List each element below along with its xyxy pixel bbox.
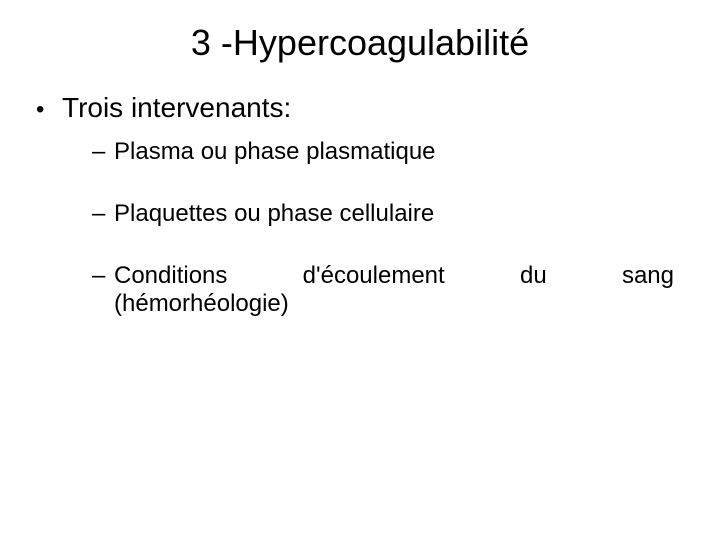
dash-icon: –: [92, 262, 114, 290]
slide-content: • Trois intervenants: – Plasma ou phase …: [0, 92, 720, 318]
list-item: – Plaquettes ou phase cellulaire: [92, 200, 674, 228]
sub-bullets: – Plasma ou phase plasmatique – Plaquett…: [36, 138, 684, 318]
item-text: Plasma ou phase plasmatique: [114, 138, 674, 166]
slide-title: 3 -Hypercoagulabilité: [0, 0, 720, 92]
slide: 3 -Hypercoagulabilité • Trois intervenan…: [0, 0, 720, 540]
dash-icon: –: [92, 200, 114, 228]
bullet-heading: • Trois intervenants:: [36, 92, 684, 124]
item3-line1: Conditions d'écoulement du sang: [114, 262, 674, 290]
bullet-marker-l1: •: [36, 96, 62, 124]
heading-text: Trois intervenants:: [62, 92, 291, 124]
item-text: Plaquettes ou phase cellulaire: [114, 200, 674, 228]
item3-line2: (hémorhéologie): [114, 290, 674, 318]
item-text: Conditions d'écoulement du sang (hémorhé…: [114, 262, 674, 318]
list-item: – Plasma ou phase plasmatique: [92, 138, 674, 166]
dash-icon: –: [92, 138, 114, 166]
list-item: – Conditions d'écoulement du sang (hémor…: [92, 262, 674, 318]
